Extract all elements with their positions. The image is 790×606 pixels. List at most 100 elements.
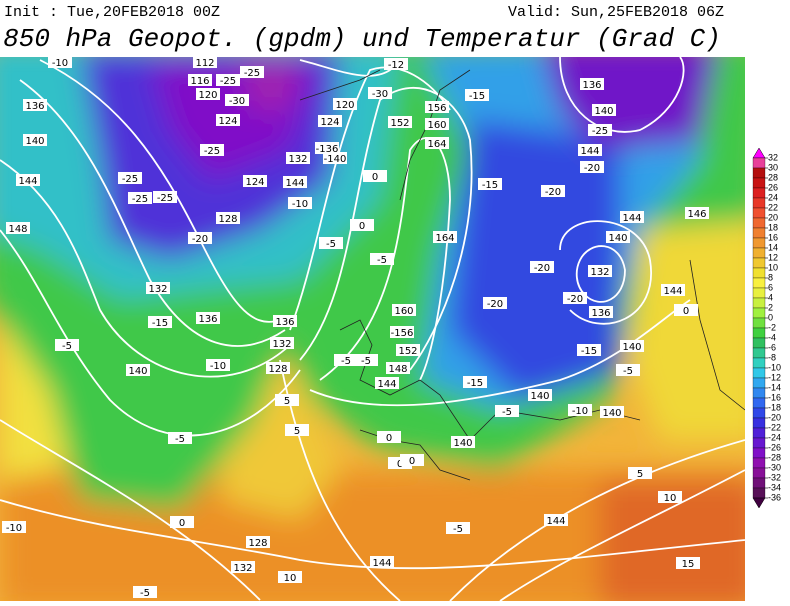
colorbar-swatch [752,317,766,329]
contour-label-bg [170,516,194,528]
colorbar-tick-label: 8 [768,272,773,282]
contour-label-bg [392,304,416,316]
contour-label-bg [128,192,152,204]
contour-label-box: -5 [133,586,157,599]
contour-label-bg [23,99,47,111]
contour-label: 140 [128,366,147,377]
contour-label: 140 [602,408,621,419]
contour-label: -5 [140,588,150,599]
contour-label-bg [388,116,412,128]
contour-label-bg [377,431,401,443]
contour-label-bg [370,253,394,265]
colorbar-tick-label: -2 [768,322,776,332]
contour-label: 0 [359,221,365,232]
colorbar-swatch [752,437,766,449]
contour-label-box: 144 [620,211,644,224]
contour-label: 136 [25,101,44,112]
colorbar-tick-label: -24 [768,432,781,442]
contour-label-bg [563,292,587,304]
contour-label: 5 [294,426,300,437]
colorbar-tick-label: -10 [768,362,781,372]
contour-label: -20 [545,187,561,198]
contour-label: -12 [388,60,404,71]
colorbar-tick-label: -4 [768,332,776,342]
colorbar-tick-label: 12 [768,252,778,262]
contour-label-bg [318,115,342,127]
contour-label-bg [446,522,470,534]
contour-label-bg [266,362,290,374]
contour-label: -25 [132,194,148,205]
contour-label-bg [2,521,26,533]
contour-label: -5 [175,434,185,445]
contour-label-box: -10 [48,57,72,69]
contour-label-bg [465,89,489,101]
colorbar-swatch [752,197,766,209]
contour-label-bg [133,586,157,598]
contour-label: -15 [467,378,483,389]
contour-label-box: 116 [188,74,212,87]
contour-label-bg [216,212,240,224]
contour-label: 132 [272,339,291,350]
contour-label: -136 [316,144,339,155]
contour-label-box: 140 [451,436,475,449]
contour-label-box: 144 [283,176,307,189]
contour-label-bg [216,74,240,86]
colorbar-swatch [752,207,766,219]
contour-label-box: 140 [620,340,644,353]
contour-label: 144 [377,379,396,390]
contour-label-box: -10 [288,197,312,210]
contour-label: 144 [372,558,391,569]
contour-label-bg [451,436,475,448]
contour-label-box: 15 [676,557,700,570]
contour-label-bg [350,219,374,231]
colorbar-tick-label: -18 [768,402,781,412]
contour-label-box: 156 [425,101,449,114]
contour-label-box: 0 [350,219,374,232]
init-time: Init : Tue,20FEB2018 00Z [4,4,220,21]
contour-label-box: 136 [589,306,613,319]
contour-label: 132 [590,267,609,278]
contour-label-bg [283,176,307,188]
contour-label-box: 5 [275,394,299,407]
contour-label-bg [606,231,630,243]
contour-label-box: 144 [578,144,602,157]
contour-label: 10 [664,493,677,504]
contour-label: -20 [567,294,583,305]
contour-label: -5 [326,239,336,250]
colorbar-tick-label: -20 [768,412,781,422]
contour-label: 144 [546,516,565,527]
contour-label-box: 120 [333,98,357,111]
contour-label-box: -5 [334,354,358,367]
colorbar-swatch [752,447,766,459]
contour-label: 116 [190,76,209,87]
colorbar-swatch [752,257,766,269]
contour-label-box: 146 [685,207,709,220]
contour-label: 164 [435,233,454,244]
contour-label-box: 164 [425,137,449,150]
contour-label-box: 144 [16,174,40,187]
contour-label: -25 [220,76,236,87]
contour-label-box: -10 [206,359,230,372]
contour-label: -5 [502,407,512,418]
contour-label-box: 144 [370,556,394,569]
contour-label-box: -20 [563,292,587,305]
contour-label-box: 132 [588,265,612,278]
contour-label-bg [495,405,519,417]
contour-label-bg [196,88,220,100]
contour-label-bg [206,359,230,371]
contour-label-box: 148 [386,362,410,375]
colorbar-swatch [752,287,766,299]
contour-label-box: -15 [478,178,502,191]
contour-label-bg [188,232,212,244]
contour-label-bg [528,389,552,401]
colorbar-tick-label: -36 [768,492,781,502]
contour-label-box: 136 [196,312,220,325]
contour-label-box: 128 [216,212,240,225]
contour-label-bg [592,104,616,116]
contour-label-bg [319,237,343,249]
contour-label-bg [676,557,700,569]
contour-label: -5 [377,255,387,266]
contour-label-box: 140 [592,104,616,117]
contour-label-box: 0 [363,170,387,183]
contour-label-box: 164 [433,231,457,244]
